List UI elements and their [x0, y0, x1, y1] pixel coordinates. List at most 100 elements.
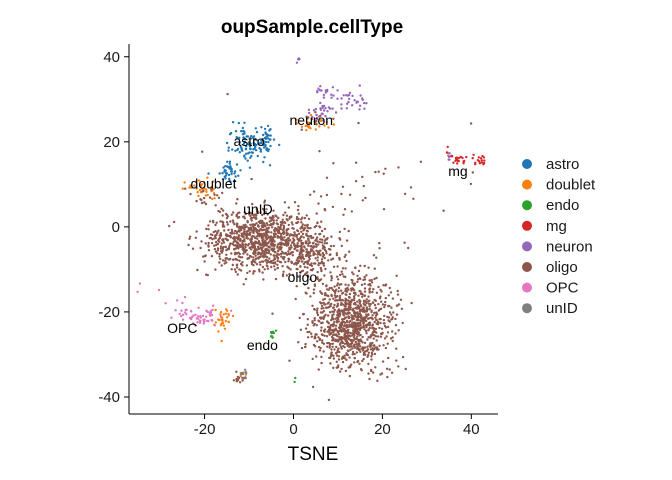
data-point-oligo	[359, 350, 362, 353]
data-point-oligo	[277, 228, 281, 232]
data-point-oligo	[243, 250, 246, 253]
data-point-oligo	[238, 226, 241, 229]
data-point-oligo	[350, 300, 353, 303]
data-point-oligo	[269, 217, 272, 220]
data-point-oligo	[342, 329, 345, 333]
data-point-oligo	[364, 329, 368, 333]
data-point-neuron	[363, 101, 366, 105]
data-point-oligo	[297, 341, 300, 344]
data-point-mg	[483, 159, 486, 162]
data-point-oligo	[258, 251, 261, 255]
data-point-oligo	[334, 327, 337, 330]
data-point-oligo	[390, 371, 394, 374]
data-point-oligo	[256, 211, 260, 215]
data-point-doublet	[222, 313, 225, 316]
data-point-oligo	[409, 186, 413, 189]
data-point-mg	[472, 153, 475, 156]
data-point-oligo	[308, 235, 311, 238]
data-point-astro	[252, 141, 255, 145]
data-point-astro	[263, 136, 267, 140]
data-point-opc	[202, 320, 206, 323]
data-point-astro	[254, 146, 257, 149]
data-point-oligo	[395, 313, 399, 316]
data-point-oligo	[246, 237, 250, 240]
data-point-oligo	[316, 259, 319, 262]
data-point-astro	[224, 174, 228, 177]
data-point-oligo	[367, 266, 370, 269]
data-point-oligo	[330, 286, 333, 290]
data-point-oligo	[368, 377, 371, 381]
data-point-astro	[239, 169, 242, 172]
data-point-oligo	[277, 225, 280, 229]
data-point-oligo	[284, 241, 288, 244]
data-point-oligo	[258, 268, 261, 271]
data-point-astro	[242, 129, 245, 133]
data-point-oligo	[276, 223, 279, 226]
legend-label: astro	[546, 156, 579, 173]
data-point-oligo	[296, 261, 299, 265]
data-point-oligo	[319, 249, 322, 252]
data-point-opc	[198, 321, 202, 324]
data-point-oligo	[378, 308, 382, 311]
data-point-oligo	[312, 343, 316, 347]
data-point-doublet	[319, 119, 323, 123]
data-point-oligo	[322, 315, 326, 319]
data-point-oligo	[218, 252, 221, 256]
data-point-oligo	[242, 283, 245, 286]
data-point-oligo	[343, 338, 346, 341]
data-point-oligo	[362, 353, 365, 356]
data-point-oligo	[231, 219, 235, 222]
data-point-oligo	[214, 234, 217, 238]
data-point-astro	[233, 172, 236, 175]
data-point-oligo	[355, 306, 358, 309]
data-point-oligo	[359, 292, 363, 296]
data-point-neuron	[336, 97, 339, 101]
data-point-oligo	[340, 318, 344, 321]
data-point-oligo	[256, 245, 260, 249]
data-point-oligo	[311, 236, 315, 239]
data-point-doublet	[305, 129, 308, 132]
data-point-oligo	[323, 274, 326, 277]
data-point-opc	[199, 315, 202, 318]
data-point-oligo	[296, 229, 300, 233]
data-point-astro	[266, 133, 269, 136]
data-point-oligo	[384, 300, 387, 304]
data-point-doublet	[195, 187, 198, 190]
data-point-neuron	[322, 109, 326, 112]
data-point-neuron	[326, 110, 329, 113]
data-point-oligo	[244, 246, 247, 249]
data-point-oligo	[344, 298, 348, 301]
data-point-doublet	[206, 193, 209, 197]
data-point-oligo	[236, 273, 239, 276]
data-point-oligo	[306, 336, 310, 339]
data-point-oligo	[350, 316, 354, 319]
data-point-oligo	[319, 302, 323, 305]
data-point-oligo	[363, 278, 367, 281]
cluster-label-astro: astro	[233, 133, 264, 149]
data-point-oligo	[341, 311, 345, 314]
data-point-oligo	[382, 284, 385, 287]
data-point-oligo	[354, 293, 357, 296]
data-point-oligo	[365, 315, 368, 318]
data-point-oligo	[348, 250, 351, 253]
data-point-oligo	[254, 240, 257, 243]
y-tick-label: 20	[103, 134, 120, 151]
data-point-oligo	[271, 238, 275, 241]
data-point-oligo	[240, 226, 243, 229]
data-point-oligo	[279, 227, 282, 231]
data-point-oligo	[356, 280, 359, 283]
data-point-neuron	[336, 89, 339, 92]
data-point-oligo	[343, 342, 347, 345]
data-point-oligo	[336, 275, 339, 278]
legend-label: OPC	[546, 280, 579, 297]
data-point-oligo	[296, 208, 300, 212]
data-point-oligo	[358, 328, 362, 332]
data-point-oligo	[387, 316, 391, 319]
cluster-label-opc: OPC	[167, 320, 197, 336]
data-point-neuron	[321, 112, 324, 116]
data-point-astro	[255, 130, 259, 134]
data-point-oligo	[397, 329, 400, 332]
data-point-oligo	[280, 234, 283, 238]
data-point-oligo	[358, 334, 361, 337]
data-point-oligo	[312, 324, 315, 327]
